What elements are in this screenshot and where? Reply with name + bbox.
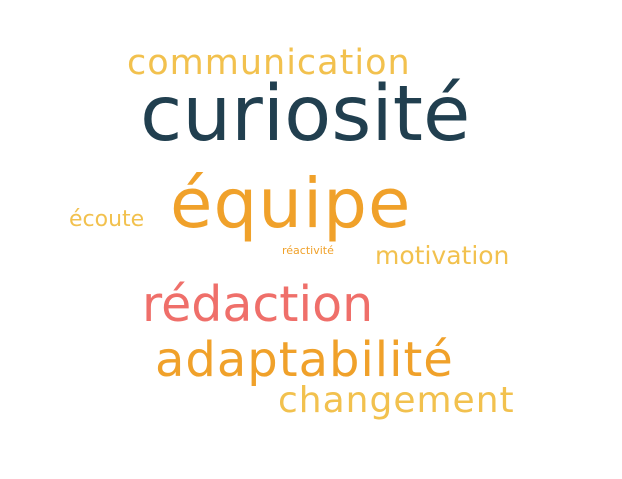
word-equipe: équipe: [170, 164, 412, 244]
word-communication: communication: [127, 43, 411, 83]
word-curiosite: curiosité: [140, 70, 471, 159]
word-reactivite: réactivité: [282, 244, 334, 257]
word-ecoute: écoute: [69, 207, 145, 232]
word-redaction: rédaction: [142, 276, 374, 333]
word-motivation: motivation: [375, 241, 510, 270]
word-adaptabilite: adaptabilité: [155, 332, 454, 388]
word-changement: changement: [278, 380, 515, 421]
